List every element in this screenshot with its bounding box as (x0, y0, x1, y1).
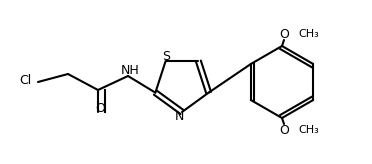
Text: N: N (174, 111, 184, 123)
Text: CH₃: CH₃ (298, 125, 319, 135)
Text: CH₃: CH₃ (298, 29, 319, 39)
Text: S: S (163, 50, 170, 63)
Text: O: O (95, 102, 105, 115)
Text: Cl: Cl (20, 73, 32, 86)
Text: NH: NH (121, 64, 140, 78)
Text: O: O (279, 28, 289, 41)
Text: O: O (279, 123, 289, 136)
